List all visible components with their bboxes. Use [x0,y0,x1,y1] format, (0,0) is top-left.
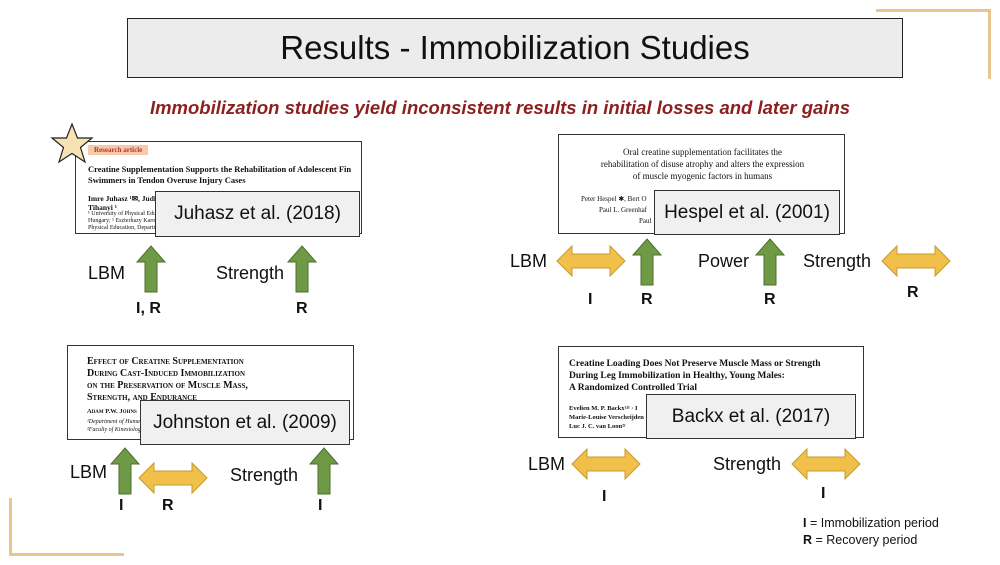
paper-title-line: Strength, and Endurance [87,392,197,403]
legend-key: R [803,533,813,547]
double-arrow-icon [791,447,861,481]
period-code: R [296,300,308,317]
period-code: I, R [136,300,161,317]
period-code: I [602,488,607,505]
paper-affiliation: ¹Department of Human [87,419,143,425]
paper-title-line: A Randomized Controlled Trial [569,383,697,393]
up-arrow-icon [135,245,167,293]
double-arrow-icon [571,447,641,481]
paper-title-line: Effect of Creatine Supplementation [87,356,244,367]
up-arrow-icon [109,447,141,495]
paper-affiliation: Physical Education, Department [88,225,166,231]
accent-line-left-vertical [9,498,12,556]
paper-title: Creatine Supplementation Supports the Re… [88,164,352,185]
period-code: R [764,291,776,308]
paper-authors: Evelien M. P. Backx¹ʲ³ · I [569,405,638,412]
paper-authors: Luc J. C. van Loon²ʳ [569,423,626,430]
paper-title-line: Oral creatine supplementation facilitate… [623,147,782,157]
metric-label-lbm: LBM [70,462,108,482]
paper-authors: Peter Hespel ✱, Bert O [581,195,647,203]
paper-affiliation: Hungary; ² Eszterhazy Karoly [88,218,160,224]
legend-text: = Recovery period [812,533,918,547]
metric-label-strength: Strength [803,251,872,271]
slide-title: Results - Immobilization Studies [127,18,903,78]
metric-label-strength: Strength [216,263,285,283]
paper-authors: Adam P.W. Johns [87,408,137,415]
study-label-backx: Backx et al. (2017) [646,394,856,439]
paper-authors: Paul L. Greenhaf [599,206,648,214]
double-arrow-icon [556,244,626,278]
star-icon [50,122,94,164]
paper-authors: Paul [639,217,652,225]
accent-line-top-vertical [988,9,991,79]
accent-line-bottom-horizontal [9,553,124,556]
up-arrow-icon [631,238,663,286]
legend-recovery: R = Recovery period [803,533,917,547]
accent-line-top-horizontal [876,9,991,12]
metric-label-strength: Strength [713,454,782,474]
research-article-badge: Research article [88,145,149,155]
slide-subtitle: Immobilization studies yield inconsisten… [149,97,851,118]
up-arrow-icon [286,245,318,293]
period-code: I [821,485,826,502]
paper-affiliation: ²Faculty of Kinesiology a [87,427,148,433]
paper-authors: Imre Juhasz ¹✉, Judit Pl [88,194,168,203]
paper-title-line: on the Preservation of Muscle Mass, [87,380,248,391]
study-label-juhasz: Juhasz et al. (2018) [155,191,360,237]
period-code: I [119,497,124,514]
study-label-johnston: Johnston et al. (2009) [140,400,350,445]
paper-title-line: During Leg Immobilization in Healthy, Yo… [569,371,785,381]
paper-authors-2: Tihanyi ¹ [88,203,118,212]
study-label-hespel: Hespel et al. (2001) [654,190,840,235]
paper-affiliation: ¹ University of Physical Educati [88,211,165,217]
double-arrow-icon [881,244,951,278]
paper-title-line: Creatine Loading Does Not Preserve Muscl… [569,359,821,369]
double-arrow-icon [138,461,208,495]
metric-label-lbm: LBM [510,251,548,271]
up-arrow-icon [754,238,786,286]
paper-title-line: rehabilitation of disuse atrophy and alt… [600,159,805,169]
up-arrow-icon [308,447,340,495]
paper-authors: Marie-Louise Verscheijden [569,414,644,421]
period-code: R [907,284,919,301]
legend-immobilization: I = Immobilization period [803,516,939,530]
metric-label-strength: Strength [230,465,299,485]
paper-title-line: of muscle myogenic factors in humans [632,171,773,181]
period-code: I [588,291,593,308]
period-code: I [318,497,323,514]
metric-label-lbm: LBM [528,454,566,474]
legend-text: = Immobilization period [806,516,939,530]
legend-key: I [803,516,807,530]
period-code: R [162,497,174,514]
period-code: R [641,291,653,308]
paper-title-line: During Cast-Induced Immobilization [87,368,245,379]
metric-label-power: Power [698,251,750,271]
metric-label-lbm: LBM [88,263,126,283]
